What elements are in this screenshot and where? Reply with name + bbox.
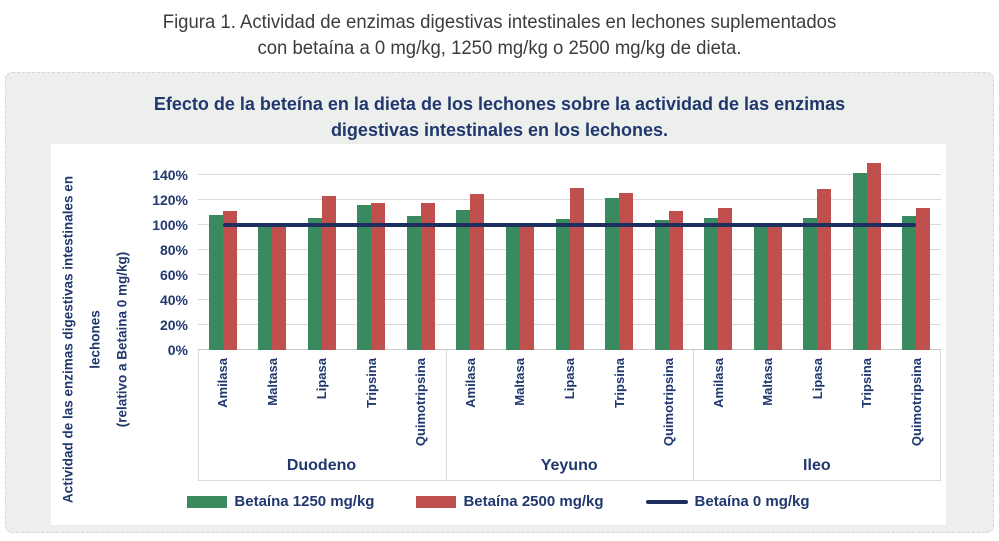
x-axis-label-lipasa-duodeno: Lipasa (314, 358, 330, 400)
bar-betaina-1250-mg-kg-yeyuno-quimotripsina (654, 220, 669, 350)
bar-betaina-1250-mg-kg-yeyuno-maltasa (505, 226, 520, 350)
figure-caption: Figura 1. Actividad de enzimas digestiva… (25, 0, 974, 61)
bar-betaina-2500-mg-kg-duodeno-amilasa (222, 211, 237, 350)
legend-swatch-green-icon (187, 495, 228, 508)
legend-label-betaina-1250: Betaína 1250 mg/kg (234, 493, 375, 510)
bar-betaina-2500-mg-kg-yeyuno-amilasa (470, 193, 485, 350)
bar-betaina-2500-mg-kg-duodeno-quimotripsina (420, 202, 435, 350)
bar-betaina-1250-mg-kg-ileo-amilasa (704, 217, 719, 350)
bar-betaina-1250-mg-kg-duodeno-amilasa (208, 215, 223, 350)
figure-caption-line1: Figura 1. Actividad de enzimas digestiva… (162, 11, 837, 33)
figure-caption-line2: con betaína a 0 mg/kg, 1250 mg/kg o 2500… (257, 37, 742, 59)
reference-line-100pct (222, 223, 917, 227)
bar-betaina-2500-mg-kg-ileo-quimotripsina (916, 207, 931, 350)
bar-betaina-2500-mg-kg-duodeno-tripsina (371, 202, 386, 350)
chart-title: Efecto de la beteína en la dieta de los … (6, 91, 993, 143)
x-axis-group-labels: Duodeno Yeyuno Ileo (198, 457, 941, 477)
x-axis-label-amilasa-duodeno: Amilasa (215, 358, 231, 408)
x-axis-label-lipasa-ileo: Lipasa (809, 358, 825, 400)
group-separator-2 (693, 350, 694, 480)
legend-item-betaina-0: Betaína 0 mg/kg (645, 493, 810, 510)
gridline-140 (198, 174, 941, 175)
legend: Betaína 1250 mg/kg Betaína 2500 mg/kg Be… (51, 493, 946, 510)
x-axis-label-maltasa-yeyuno: Maltasa (512, 358, 528, 406)
chart-card: Efecto de la beteína en la dieta de los … (5, 72, 994, 533)
y-tick-label-60: 60% (159, 267, 188, 283)
group-separator-0 (198, 350, 199, 480)
bar-betaina-2500-mg-kg-duodeno-maltasa (272, 225, 287, 350)
bar-betaina-2500-mg-kg-yeyuno-lipasa (569, 187, 584, 350)
plot-column: Amilasa Maltasa Lipasa Tripsina Quimotripsin… (198, 154, 941, 514)
x-axis-label-amilasa-ileo: Amilasa (710, 358, 726, 408)
x-axis-labels: Amilasa Maltasa Lipasa Tripsina Quimotripsin… (198, 354, 941, 456)
bar-betaina-2500-mg-kg-yeyuno-tripsina (619, 192, 634, 350)
x-axis-label-amilasa-yeyuno: Amilasa (462, 358, 478, 408)
group-separator-3 (940, 350, 941, 480)
bar-betaina-2500-mg-kg-duodeno-lipasa (321, 196, 336, 350)
chart-title-line2: digestivas intestinales en los lechones. (330, 120, 669, 140)
bar-betaina-1250-mg-kg-ileo-maltasa (753, 225, 768, 350)
x-axis-label-tripsina-duodeno: Tripsina (363, 358, 379, 408)
bar-betaina-2500-mg-kg-yeyuno-quimotripsina (668, 211, 683, 350)
group-label-yeyuno: Yeyuno (540, 457, 598, 474)
legend-item-betaina-1250: Betaína 1250 mg/kg (187, 493, 374, 510)
bar-betaina-1250-mg-kg-yeyuno-tripsina (605, 197, 620, 350)
chart-canvas: Actividad de las enzimas digestivas inte… (51, 144, 946, 525)
bar-betaina-1250-mg-kg-ileo-quimotripsina (902, 216, 917, 350)
group-label-ileo: Ileo (803, 457, 831, 474)
bar-betaina-1250-mg-kg-ileo-tripsina (852, 172, 867, 350)
chart-title-line1: Efecto de la beteína en la dieta de los … (153, 94, 846, 114)
y-tick-label-80: 80% (159, 242, 188, 258)
x-axis-label-quimotripsina-duodeno: Quimotripsina (413, 358, 429, 447)
bar-betaina-1250-mg-kg-yeyuno-amilasa (456, 210, 471, 350)
x-axis-label-quimotripsina-ileo: Quimotripsina (908, 358, 924, 447)
bar-betaina-1250-mg-kg-duodeno-quimotripsina (406, 216, 421, 350)
bar-betaina-1250-mg-kg-duodeno-maltasa (258, 225, 273, 350)
y-tick-label-120: 120% (152, 192, 188, 208)
plot-area (198, 154, 941, 350)
bar-betaina-2500-mg-kg-ileo-tripsina (866, 162, 881, 350)
y-tick-label-100: 100% (152, 217, 188, 233)
bar-betaina-2500-mg-kg-yeyuno-maltasa (519, 226, 534, 350)
bar-betaina-1250-mg-kg-yeyuno-lipasa (555, 218, 570, 350)
x-axis-label-tripsina-yeyuno: Tripsina (611, 358, 627, 408)
y-axis-tick-labels: 0% 20% 40% 60% 80% 100% 120% 140% (51, 154, 192, 360)
y-tick-label-20: 20% (159, 317, 188, 333)
bar-betaina-2500-mg-kg-ileo-lipasa (817, 188, 832, 350)
group-label-duodeno: Duodeno (286, 457, 357, 474)
group-separator-1 (446, 350, 447, 480)
x-axis-label-maltasa-ileo: Maltasa (760, 358, 776, 406)
bar-betaina-1250-mg-kg-duodeno-tripsina (357, 205, 372, 350)
legend-label-betaina-2500: Betaína 2500 mg/kg (463, 493, 604, 510)
bar-betaina-2500-mg-kg-ileo-amilasa (718, 207, 733, 350)
legend-label-betaina-0: Betaína 0 mg/kg (694, 493, 810, 510)
legend-swatch-red-icon (416, 495, 457, 508)
y-tick-label-0: 0% (167, 342, 188, 358)
bar-betaina-1250-mg-kg-ileo-lipasa (803, 217, 818, 350)
bar-betaina-1250-mg-kg-duodeno-lipasa (307, 217, 322, 350)
legend-swatch-line-icon (645, 499, 688, 504)
x-axis-label-quimotripsina-yeyuno: Quimotripsina (661, 358, 677, 447)
x-axis-label-tripsina-ileo: Tripsina (859, 358, 875, 408)
y-tick-label-40: 40% (159, 292, 188, 308)
legend-item-betaina-2500: Betaína 2500 mg/kg (416, 493, 604, 510)
x-axis-label-lipasa-yeyuno: Lipasa (562, 358, 577, 400)
x-axis-label-maltasa-duodeno: Maltasa (264, 358, 280, 406)
bar-betaina-2500-mg-kg-ileo-maltasa (767, 222, 782, 350)
y-tick-label-140: 140% (152, 167, 188, 183)
category-axis-border (198, 480, 941, 481)
